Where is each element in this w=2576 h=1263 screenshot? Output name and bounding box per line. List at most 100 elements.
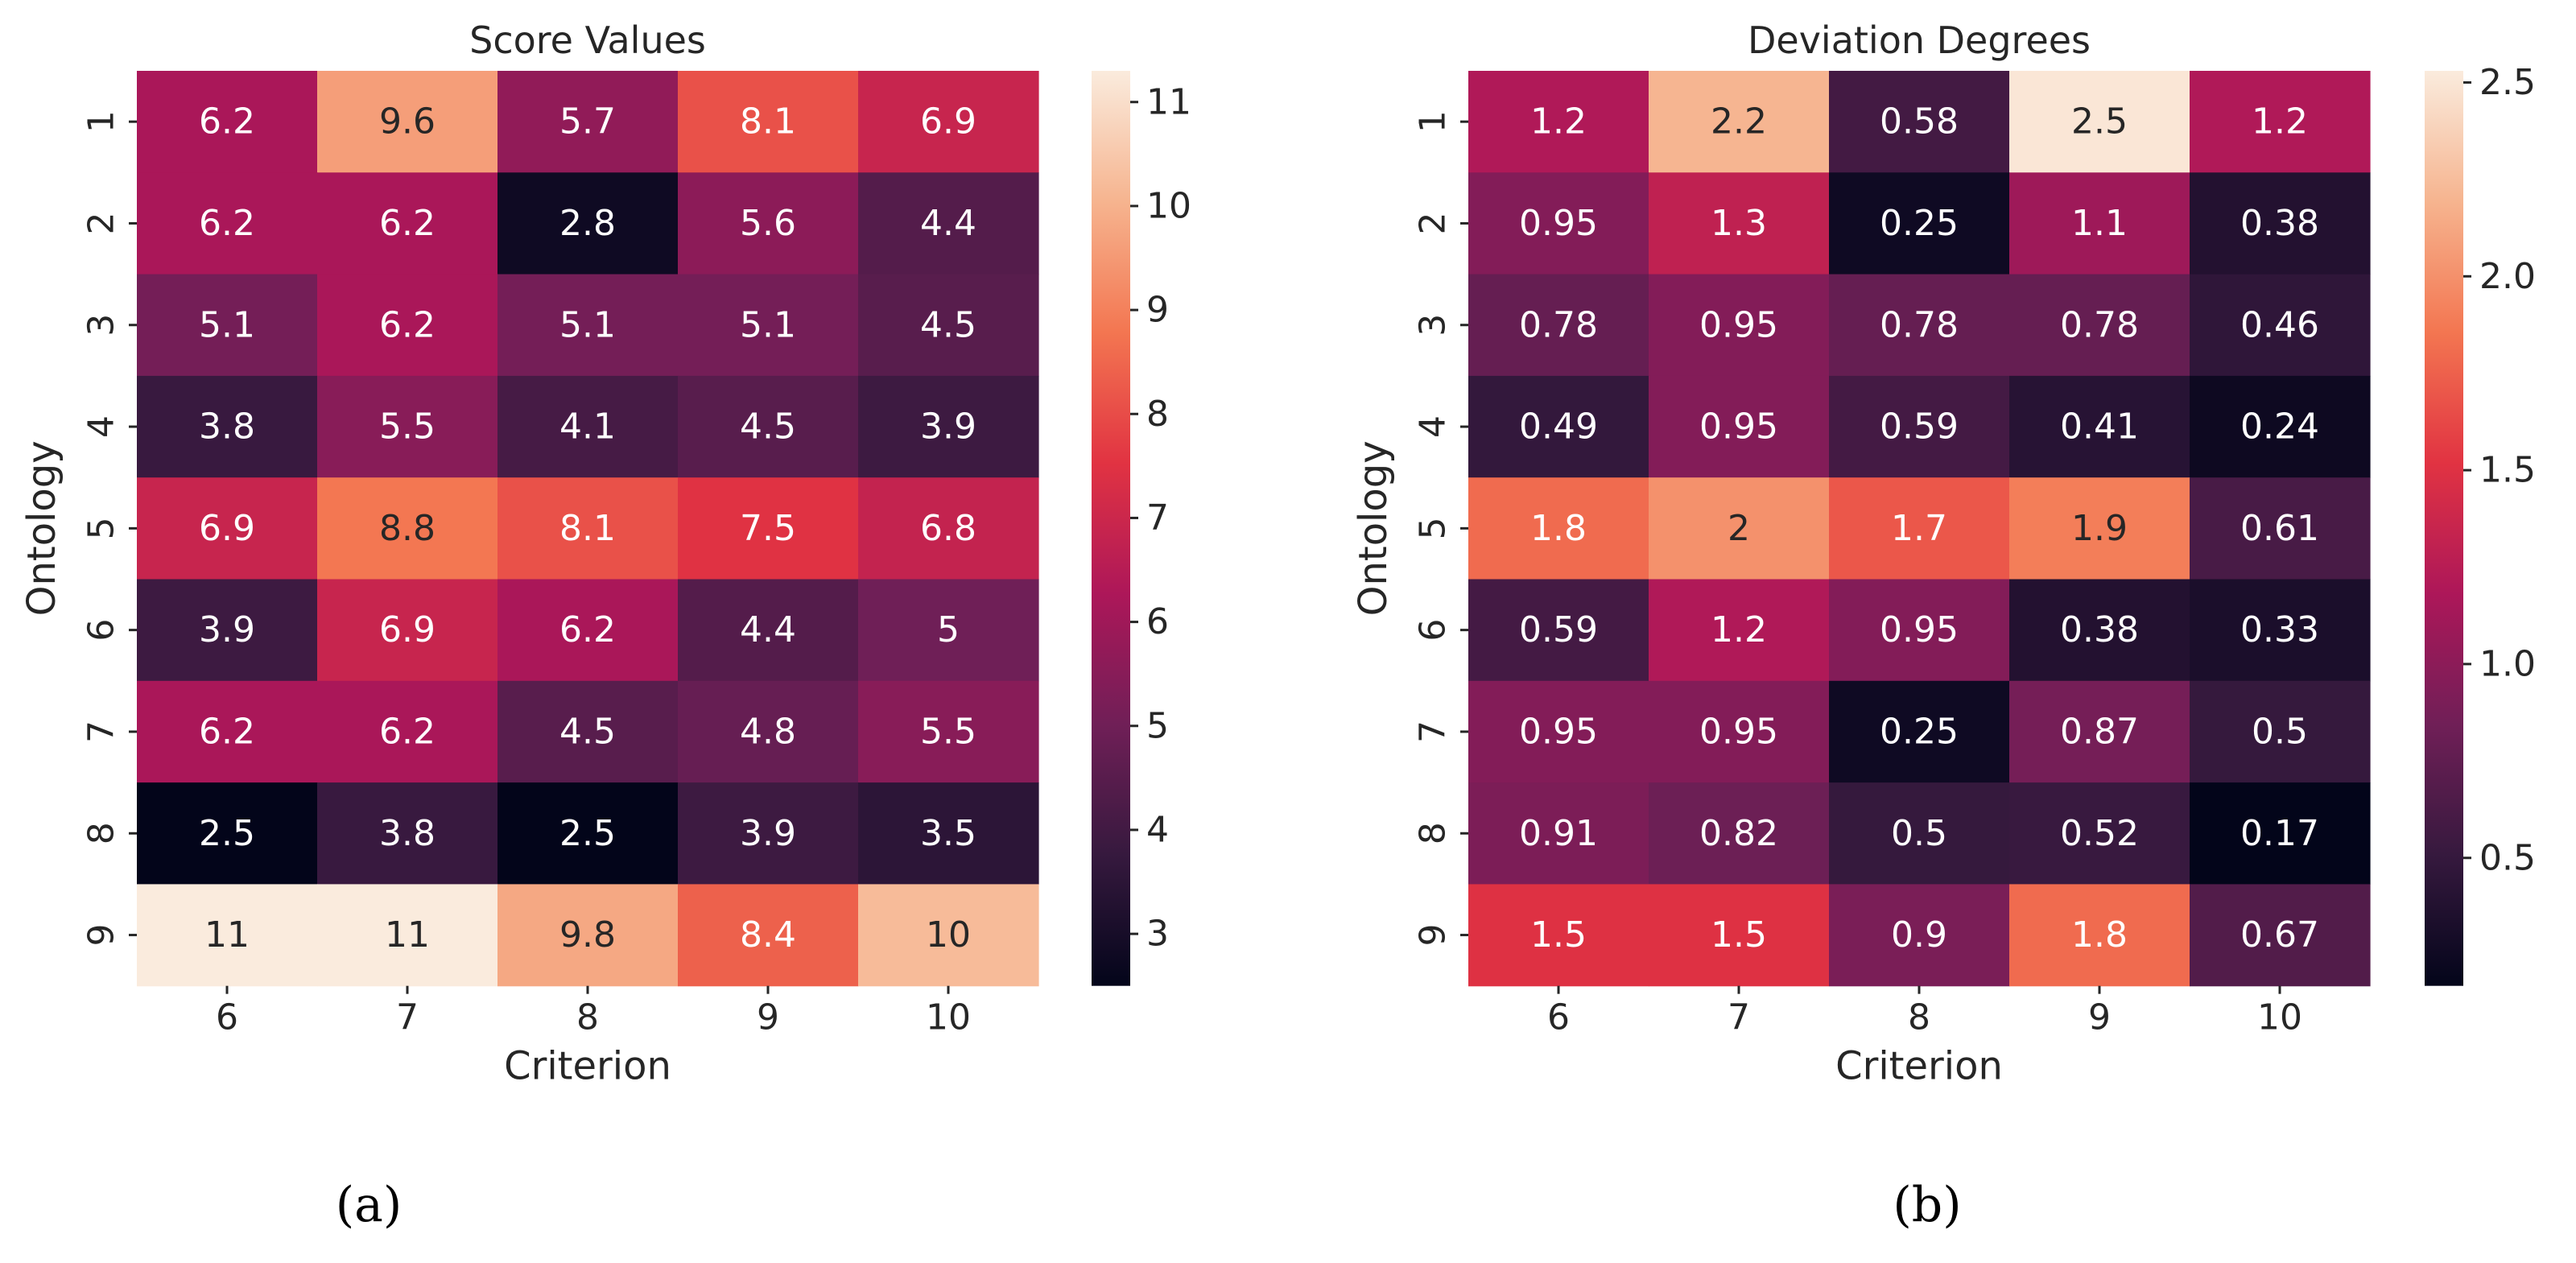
cell-label-r5-c10: 6.8 <box>920 508 976 549</box>
cell-r6-c7 <box>1649 579 1830 682</box>
x-tick-label: 9 <box>2088 997 2111 1038</box>
colorbar-tick-label: 11 <box>1146 81 1191 122</box>
cell-r7-c6 <box>137 680 318 783</box>
cell-label-r8-c6: 2.5 <box>199 813 255 854</box>
y-tick-label: 6 <box>1413 619 1454 642</box>
cell-r7-c8 <box>497 680 679 783</box>
cell-r2-c10 <box>858 172 1039 275</box>
cell-label-r5-c10: 0.61 <box>2240 508 2319 549</box>
cell-r4-c8 <box>497 375 679 478</box>
cell-r8-c9 <box>2009 782 2190 885</box>
cell-label-r1-c6: 6.2 <box>199 101 255 142</box>
cell-label-r4-c8: 4.1 <box>559 407 616 448</box>
cell-r2-c8 <box>1829 172 2010 275</box>
cell-r5-c8 <box>1829 477 2010 580</box>
cell-label-r7-c7: 0.95 <box>1699 711 1778 752</box>
cell-label-r2-c9: 5.6 <box>740 203 796 244</box>
cell-label-r7-c8: 4.5 <box>559 711 616 752</box>
cell-label-r6-c7: 6.9 <box>379 609 436 650</box>
cell-r1-c8 <box>497 71 679 173</box>
colorbar <box>2425 71 2463 986</box>
cell-label-r9-c8: 9.8 <box>559 914 616 956</box>
colorbar-tick-label: 3 <box>1146 914 1169 955</box>
cell-label-r4-c8: 0.59 <box>1880 407 1959 448</box>
cell-r6-c9 <box>678 579 859 682</box>
cell-label-r3-c6: 5.1 <box>199 304 255 345</box>
colorbar <box>1092 71 1130 986</box>
cell-label-r6-c7: 1.2 <box>1711 609 1767 650</box>
cell-r5-c9 <box>2009 477 2190 580</box>
cell-label-r2-c10: 4.4 <box>920 203 976 244</box>
y-axis-label: Ontology <box>19 440 64 616</box>
y-tick-label: 2 <box>81 212 122 234</box>
chart-title: Deviation Degrees <box>1748 19 2091 62</box>
cell-label-r3-c10: 0.46 <box>2240 304 2319 345</box>
cell-r4-c6 <box>137 375 318 478</box>
cell-label-r3-c9: 5.1 <box>740 304 796 345</box>
cell-r4-c10 <box>858 375 1039 478</box>
y-tick-label: 7 <box>1413 720 1454 743</box>
cell-r6-c10 <box>858 579 1039 682</box>
cell-label-r2-c6: 0.95 <box>1519 203 1598 244</box>
cell-r9-c8 <box>497 884 679 987</box>
cell-label-r4-c6: 0.49 <box>1519 407 1598 448</box>
cell-r3-c9 <box>2009 274 2190 377</box>
cell-label-r7-c10: 5.5 <box>920 711 976 752</box>
cell-label-r7-c6: 6.2 <box>199 711 255 752</box>
colorbar-tick-label: 2.0 <box>2479 256 2536 297</box>
x-tick-label: 10 <box>926 997 971 1038</box>
cell-r3-c10 <box>2190 274 2371 377</box>
cell-label-r4-c7: 0.95 <box>1699 407 1778 448</box>
cell-r2-c9 <box>678 172 859 275</box>
cell-r8-c8 <box>1829 782 2010 885</box>
colorbar-tick-label: 9 <box>1146 290 1169 331</box>
cell-label-r1-c7: 2.2 <box>1711 101 1767 142</box>
y-tick-label: 5 <box>81 517 122 539</box>
cell-r9-c7 <box>1649 884 1830 987</box>
cell-r6-c6 <box>137 579 318 682</box>
cell-label-r8-c10: 3.5 <box>920 813 976 854</box>
x-tick-label: 6 <box>216 997 238 1038</box>
cell-label-r7-c6: 0.95 <box>1519 711 1598 752</box>
cell-label-r2-c7: 1.3 <box>1711 203 1767 244</box>
cell-r8-c6 <box>137 782 318 885</box>
y-axis-label: Ontology <box>1351 440 1396 616</box>
cell-r7-c10 <box>2190 680 2371 783</box>
cell-label-r1-c10: 6.9 <box>920 101 976 142</box>
cell-label-r8-c6: 0.91 <box>1519 813 1598 854</box>
y-tick-label: 8 <box>81 822 122 844</box>
y-tick-label: 9 <box>81 924 122 947</box>
y-tick-label: 4 <box>1413 415 1454 438</box>
cell-label-r7-c7: 6.2 <box>379 711 436 752</box>
cell-r8-c7 <box>1649 782 1830 885</box>
cell-r5-c7 <box>317 477 498 580</box>
cell-label-r3-c6: 0.78 <box>1519 304 1598 345</box>
cell-label-r6-c8: 0.95 <box>1880 609 1959 650</box>
colorbar-tick-label: 1.5 <box>2479 450 2536 491</box>
cell-r1-c9 <box>2009 71 2190 173</box>
cell-label-r5-c8: 8.1 <box>559 508 616 549</box>
cell-r6-c6 <box>1468 579 1649 682</box>
cell-r2-c7 <box>1649 172 1830 275</box>
cell-r3-c9 <box>678 274 859 377</box>
cell-r9-c9 <box>2009 884 2190 987</box>
colorbar-tick-label: 5 <box>1146 705 1169 746</box>
cell-label-r7-c10: 0.5 <box>2252 711 2308 752</box>
cell-r9-c9 <box>678 884 859 987</box>
cell-label-r9-c10: 10 <box>926 914 971 956</box>
cell-r6-c8 <box>1829 579 2010 682</box>
cell-r7-c9 <box>2009 680 2190 783</box>
cell-r4-c6 <box>1468 375 1649 478</box>
cell-label-r5-c6: 6.9 <box>199 508 255 549</box>
cell-label-r3-c8: 5.1 <box>559 304 616 345</box>
cell-label-r4-c10: 0.24 <box>2240 407 2319 448</box>
cell-r2-c9 <box>2009 172 2190 275</box>
cell-r8-c8 <box>497 782 679 885</box>
x-tick-label: 8 <box>1908 997 1930 1038</box>
cell-label-r7-c9: 0.87 <box>2060 711 2139 752</box>
cell-label-r8-c9: 3.9 <box>740 813 796 854</box>
cell-r9-c7 <box>317 884 498 987</box>
cell-label-r8-c9: 0.52 <box>2060 813 2139 854</box>
cell-r8-c7 <box>317 782 498 885</box>
y-tick-label: 1 <box>81 110 122 133</box>
